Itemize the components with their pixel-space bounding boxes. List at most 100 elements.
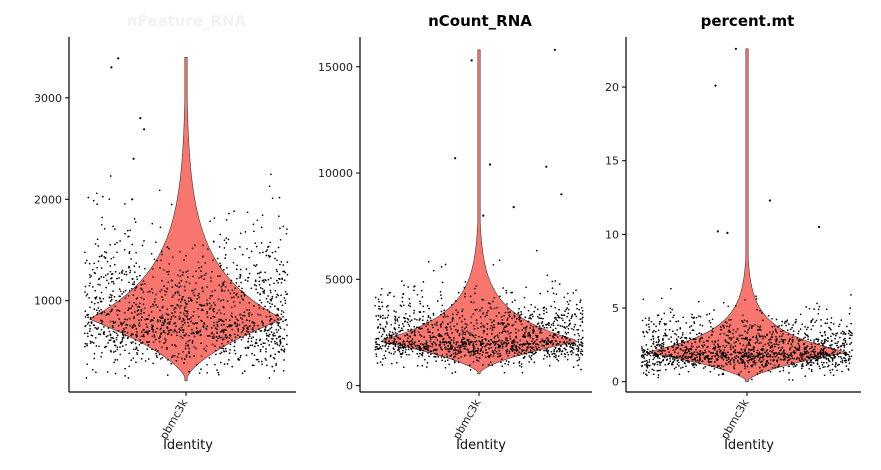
data-point: [278, 335, 281, 338]
data-point: [381, 317, 384, 320]
data-point: [680, 356, 683, 359]
data-point: [505, 337, 508, 340]
data-point: [800, 360, 802, 363]
data-point: [783, 358, 786, 360]
data-point: [209, 306, 212, 309]
data-point: [567, 312, 570, 315]
data-point: [829, 371, 832, 374]
data-point: [261, 279, 264, 282]
data-point: [187, 344, 189, 346]
data-point: [118, 318, 121, 320]
data-point: [776, 360, 778, 363]
data-point: [407, 344, 409, 347]
data-point: [550, 323, 553, 326]
data-point: [572, 348, 575, 350]
data-point: [467, 332, 470, 334]
data-point: [445, 353, 448, 356]
data-point: [131, 326, 134, 329]
data-point: [751, 325, 753, 328]
data-point: [827, 340, 829, 343]
data-point: [435, 344, 438, 346]
data-point: [725, 340, 727, 343]
data-point: [502, 342, 505, 345]
data-point: [95, 296, 98, 298]
data-point: [657, 329, 660, 332]
data-point: [765, 362, 767, 365]
data-point: [265, 359, 267, 361]
data-point: [281, 349, 283, 351]
data-point: [394, 316, 397, 318]
data-point: [571, 314, 574, 316]
x-category-label: pbmc3k: [157, 396, 191, 441]
data-point: [223, 280, 226, 283]
data-point: [733, 356, 736, 359]
data-point: [111, 308, 113, 311]
data-point: [725, 354, 728, 356]
data-point: [123, 321, 126, 324]
data-point: [210, 327, 213, 329]
data-point: [664, 353, 667, 356]
data-point: [825, 354, 828, 356]
data-point: [183, 322, 186, 324]
data-point: [427, 347, 430, 349]
data-point: [239, 301, 241, 304]
data-point: [261, 360, 263, 363]
data-point: [213, 289, 216, 292]
data-point: [107, 327, 110, 329]
data-point: [837, 340, 840, 343]
data-point: [563, 325, 566, 328]
data-point: [192, 310, 195, 313]
data-point: [546, 355, 548, 358]
data-point: [392, 347, 395, 349]
data-point: [234, 287, 236, 290]
data-point: [671, 330, 674, 333]
data-point: [710, 365, 713, 368]
data-point: [380, 287, 383, 290]
data-point: [452, 358, 454, 361]
data-point: [139, 339, 141, 341]
data-point: [553, 320, 556, 323]
data-point: [581, 350, 584, 353]
data-point: [206, 248, 209, 251]
data-point: [427, 321, 429, 324]
data-point: [685, 359, 687, 362]
data-point: [226, 267, 228, 269]
data-point: [413, 325, 416, 328]
data-point: [131, 278, 134, 280]
data-point: [692, 358, 694, 361]
data-point: [455, 341, 458, 344]
data-point: [273, 332, 276, 334]
data-point: [757, 325, 759, 328]
data-point: [240, 290, 243, 292]
data-point: [557, 324, 559, 326]
data-point: [124, 232, 126, 235]
data-point: [215, 349, 217, 352]
data-point: [520, 311, 522, 313]
data-point: [479, 344, 482, 347]
data-point: [538, 317, 541, 319]
data-point: [167, 322, 170, 325]
data-point: [809, 359, 812, 362]
data-point: [432, 269, 435, 272]
data-point: [420, 335, 423, 337]
data-point: [475, 340, 478, 342]
data-point: [248, 333, 251, 336]
data-point: [89, 282, 91, 285]
data-point: [748, 359, 751, 362]
data-point: [535, 249, 538, 252]
data-point: [228, 324, 231, 327]
data-point: [138, 306, 141, 308]
data-point: [451, 332, 454, 334]
data-point: [268, 284, 271, 286]
data-point: [740, 352, 742, 355]
data-point: [266, 249, 268, 251]
data-point: [822, 355, 825, 358]
data-point: [729, 324, 732, 326]
data-point: [401, 329, 404, 332]
data-point: [253, 230, 255, 233]
data-point: [526, 340, 528, 343]
data-point: [188, 282, 191, 285]
data-point: [773, 343, 776, 346]
data-point: [719, 351, 721, 353]
